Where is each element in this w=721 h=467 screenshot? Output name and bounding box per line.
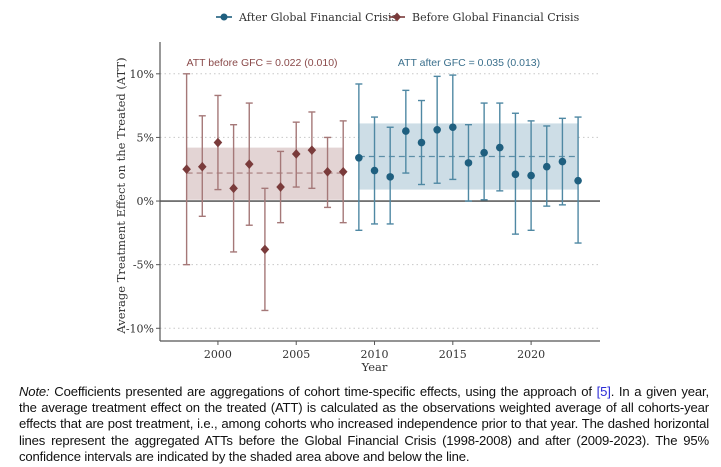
x-tick-label: 2015 (439, 348, 467, 361)
point-marker (182, 164, 191, 175)
confidence-bands (186, 123, 579, 200)
after-gfc-point (495, 102, 504, 192)
x-tick-label: 2020 (517, 348, 545, 361)
y-tick-label: 10% (130, 68, 154, 81)
y-tick-label: -10% (126, 322, 154, 335)
point-marker (370, 166, 379, 175)
point-marker (197, 161, 207, 172)
point-marker (449, 123, 457, 132)
point-marker (276, 182, 285, 192)
point-marker (574, 176, 582, 185)
before-gfc-point (213, 94, 223, 191)
point-marker (433, 125, 441, 134)
point-marker (495, 143, 504, 152)
point-marker (229, 183, 238, 194)
point-marker (307, 145, 317, 155)
figure-note: Note: Coefficients presented are aggrega… (19, 384, 709, 465)
data-marks (182, 73, 582, 312)
before-gfc-point (182, 73, 191, 266)
after-gfc-point (433, 75, 441, 184)
before-gfc-point (338, 120, 348, 224)
after-gfc-point (370, 116, 379, 225)
after-gfc-point (527, 120, 535, 232)
point-marker (402, 127, 410, 135)
after-gfc-point (449, 74, 457, 181)
x-tick-label: 2005 (282, 348, 310, 361)
after-gfc-point (574, 116, 582, 244)
point-marker (386, 173, 394, 181)
y-tick-label: -5% (133, 259, 154, 272)
note-text-1: Coefficients presented are aggregations … (49, 384, 597, 399)
legend-label: Before Global Financial Crisis (412, 11, 580, 24)
point-marker (244, 159, 254, 169)
before-gfc-point (276, 150, 285, 224)
legend-item-after: After Global Financial Crisis (216, 11, 398, 24)
point-marker (417, 138, 426, 147)
point-marker (527, 171, 535, 180)
att-after-annotation: ATT after GFC = 0.035 (0.013) (398, 57, 540, 69)
axes: 10% 5% 0% -5% -10% 2000 2005 2010 2015 2020 Year Av… (114, 42, 600, 374)
before-gfc-point (197, 115, 207, 218)
annotations: ATT after GFC = 0.035 (0.013) ATT before … (186, 57, 540, 69)
after-gfc-point (417, 99, 426, 186)
point-marker (338, 166, 348, 177)
before-gfc-point (323, 136, 332, 209)
after-gfc-point (511, 112, 520, 235)
legend-marker-icon (220, 13, 228, 21)
point-marker (542, 162, 551, 171)
legend-item-before: Before Global Financial Crisis (389, 11, 580, 24)
after-gfc-point (480, 102, 488, 201)
note-text-2: . In a given year, the average treatment… (19, 384, 709, 464)
point-marker (213, 137, 223, 148)
att-before-annotation: ATT before GFC = 0.022 (0.010) (186, 57, 337, 69)
after-gfc-point (402, 89, 410, 174)
before-gfc-point (244, 102, 254, 226)
point-marker (558, 157, 567, 166)
x-axis-title: Year (361, 360, 388, 374)
y-tick-label: 0% (137, 195, 154, 208)
before-gfc-point (307, 111, 317, 190)
y-axis-title: Average Treatment Effect on the Treated … (114, 57, 128, 334)
note-label: Note: (19, 384, 50, 399)
att-chart: After Global Financial Crisis Before Glob… (114, 11, 600, 374)
before-gfc-point (229, 124, 238, 253)
point-marker (355, 153, 363, 162)
y-tick-label: 5% (137, 131, 154, 144)
legend-label: After Global Financial Crisis (238, 11, 398, 24)
after-gfc-point (355, 83, 363, 232)
x-tick-label: 2010 (361, 348, 389, 361)
x-tick-label: 2000 (204, 348, 232, 361)
point-marker (260, 244, 270, 255)
after-gfc-point (542, 125, 551, 207)
after-gfc-point (386, 126, 394, 225)
after-gfc-point (558, 117, 567, 206)
before-gfc-point (260, 187, 270, 312)
point-marker (480, 148, 488, 157)
before-gfc-point (291, 121, 301, 188)
legend-marker-icon (393, 12, 401, 22)
legend: After Global Financial Crisis Before Glob… (216, 11, 580, 24)
after-gfc-point (464, 124, 473, 202)
point-marker (291, 149, 301, 159)
reference-link[interactable]: [5] (596, 384, 611, 399)
point-marker (464, 159, 473, 167)
point-marker (323, 166, 332, 177)
point-marker (511, 170, 520, 179)
